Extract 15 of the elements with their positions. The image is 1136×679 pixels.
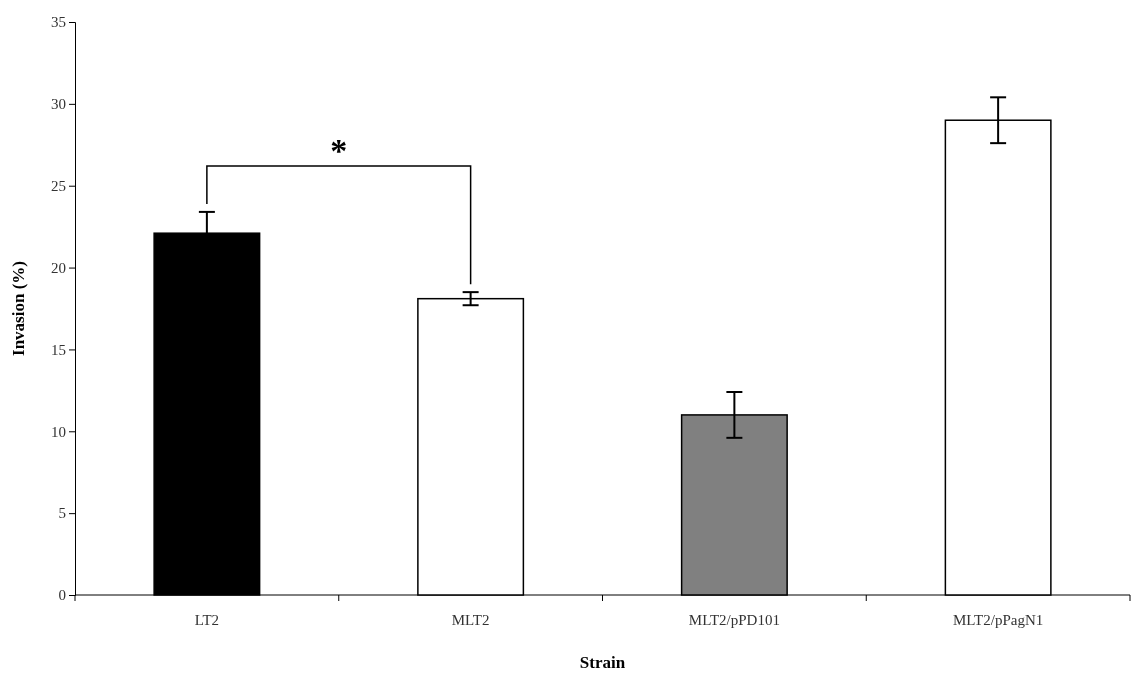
- y-tick-label: 10: [51, 423, 66, 440]
- y-axis-title: Invasion (%): [9, 261, 28, 356]
- y-tick-label: 35: [51, 14, 66, 31]
- x-tick-label: LT2: [194, 612, 220, 628]
- y-tick-label: 30: [51, 96, 66, 113]
- x-tick-label: MLT2/pPD101: [688, 612, 780, 628]
- x-tick-label: MLT2: [451, 612, 490, 628]
- y-tick-label: 20: [51, 259, 66, 276]
- y-tick-label: 5: [58, 505, 66, 522]
- x-tick-label: MLT2/pPagN1: [952, 612, 1044, 628]
- x-axis-title: Strain: [579, 653, 626, 672]
- y-tick-label: 15: [51, 341, 66, 358]
- annotation: *: [330, 132, 348, 169]
- y-tick-label: 0: [58, 587, 66, 604]
- y-tick-label: 25: [51, 178, 66, 195]
